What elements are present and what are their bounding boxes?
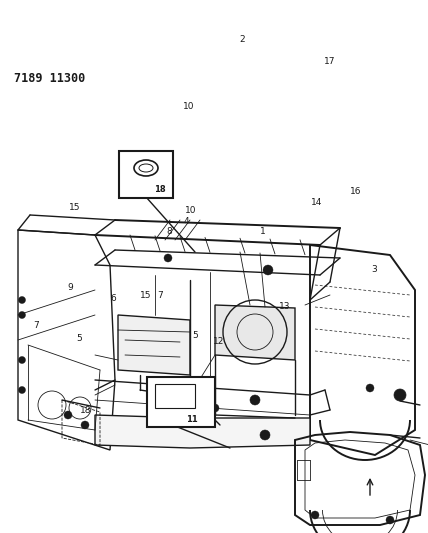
- Circle shape: [64, 411, 72, 419]
- Text: 6: 6: [110, 294, 116, 303]
- Text: 5: 5: [192, 332, 198, 340]
- Circle shape: [211, 404, 219, 412]
- Text: 4: 4: [183, 217, 189, 225]
- Circle shape: [18, 386, 26, 393]
- Text: 15: 15: [140, 292, 151, 300]
- Text: 15: 15: [69, 204, 80, 212]
- FancyBboxPatch shape: [147, 377, 215, 427]
- Text: 14: 14: [311, 198, 322, 207]
- Circle shape: [18, 357, 26, 364]
- Circle shape: [263, 265, 273, 275]
- Circle shape: [394, 389, 406, 401]
- Polygon shape: [118, 315, 190, 375]
- Text: 1: 1: [260, 228, 266, 236]
- Text: 10: 10: [183, 102, 194, 111]
- Circle shape: [250, 395, 260, 405]
- Text: 16: 16: [350, 188, 361, 196]
- Text: 11: 11: [186, 416, 198, 424]
- Polygon shape: [215, 305, 295, 360]
- Text: 3: 3: [372, 265, 377, 273]
- Text: 18: 18: [80, 406, 91, 415]
- FancyBboxPatch shape: [119, 151, 173, 198]
- Text: 7: 7: [158, 292, 163, 300]
- Text: 9: 9: [68, 284, 74, 292]
- Text: 10: 10: [185, 206, 196, 215]
- Text: 7: 7: [33, 321, 39, 329]
- Circle shape: [18, 311, 26, 319]
- Text: 7189 11300: 7189 11300: [14, 72, 85, 85]
- Polygon shape: [95, 415, 310, 448]
- Text: 17: 17: [324, 57, 335, 66]
- Text: 18: 18: [154, 185, 166, 195]
- Text: 5: 5: [76, 334, 82, 343]
- Circle shape: [386, 516, 394, 524]
- Circle shape: [260, 430, 270, 440]
- Text: 13: 13: [279, 302, 290, 311]
- Circle shape: [81, 421, 89, 429]
- Circle shape: [311, 511, 319, 519]
- Circle shape: [366, 384, 374, 392]
- Text: 2: 2: [239, 36, 245, 44]
- Circle shape: [18, 296, 26, 303]
- Text: 12: 12: [213, 337, 224, 345]
- Circle shape: [164, 254, 172, 262]
- Text: 8: 8: [166, 228, 172, 236]
